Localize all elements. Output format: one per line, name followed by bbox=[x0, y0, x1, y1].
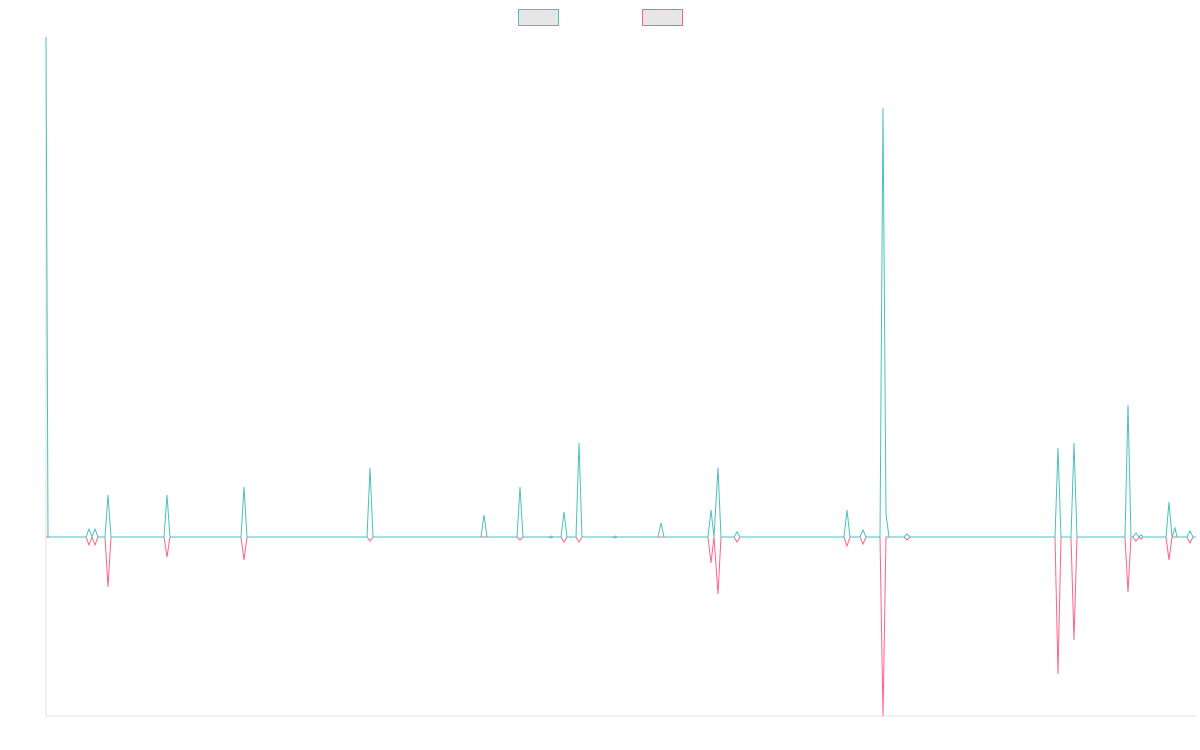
data-line bbox=[46, 535, 1196, 717]
data-line bbox=[45, 36, 1196, 539]
legend-swatch[interactable] bbox=[642, 9, 683, 26]
legend-swatch[interactable] bbox=[518, 9, 559, 26]
